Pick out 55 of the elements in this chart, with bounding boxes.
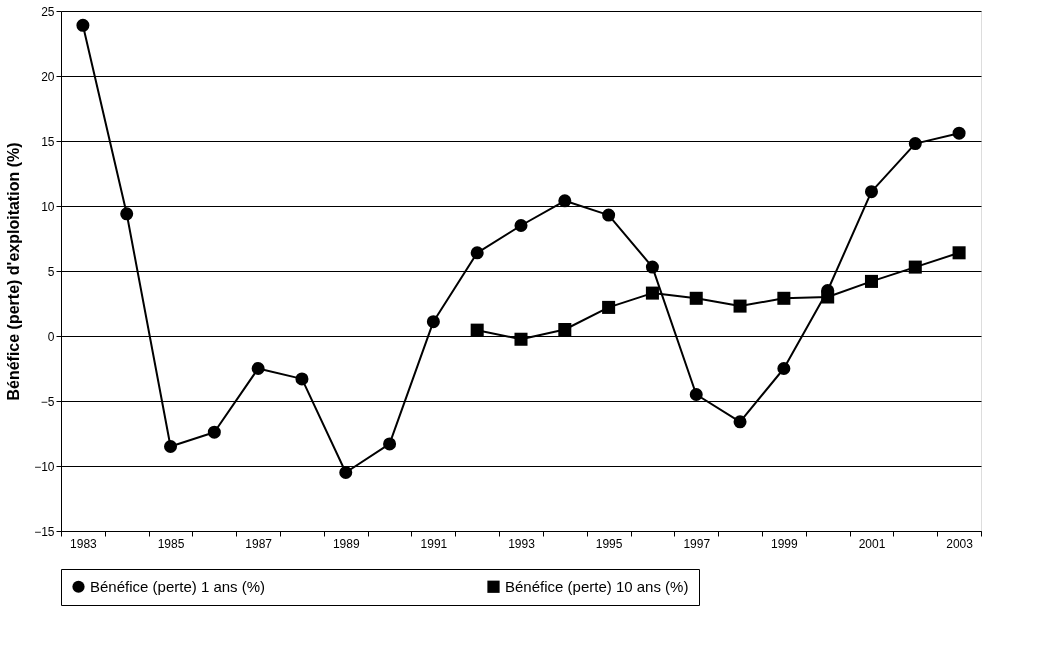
point bbox=[426, 315, 440, 329]
point bbox=[952, 126, 966, 140]
x-tick-label: 1991 bbox=[420, 536, 448, 551]
point bbox=[689, 291, 703, 305]
point bbox=[733, 415, 747, 429]
x-tick-label: 2001 bbox=[858, 536, 886, 551]
x-tick-label: 1985 bbox=[157, 536, 185, 551]
point bbox=[602, 208, 616, 222]
point bbox=[339, 465, 353, 480]
point bbox=[864, 274, 878, 288]
point bbox=[952, 246, 966, 260]
point bbox=[689, 387, 703, 402]
x-tick-label: 1999 bbox=[771, 536, 799, 551]
point bbox=[645, 260, 659, 274]
point bbox=[383, 437, 397, 451]
y-tick-label: −10 bbox=[34, 459, 55, 474]
point bbox=[602, 300, 616, 314]
legend-label: Bénéfice (perte) 1 ans (%) bbox=[90, 577, 266, 595]
y-tick-label: 10 bbox=[41, 199, 55, 214]
y-tick-label: −15 bbox=[34, 524, 55, 539]
point bbox=[76, 18, 90, 32]
point bbox=[120, 207, 134, 221]
point bbox=[558, 194, 572, 208]
point bbox=[470, 246, 484, 260]
point bbox=[514, 332, 528, 346]
point bbox=[470, 323, 484, 337]
point bbox=[645, 286, 659, 300]
x-tick-label: 2003 bbox=[946, 536, 974, 551]
x-tick-label: 1995 bbox=[595, 536, 623, 551]
point bbox=[558, 322, 572, 337]
point bbox=[733, 299, 747, 313]
point bbox=[514, 218, 528, 233]
x-tick-label: 1993 bbox=[508, 536, 536, 551]
y-tick-label: 20 bbox=[41, 69, 55, 84]
point bbox=[295, 372, 309, 386]
y-tick-label: 25 bbox=[41, 4, 55, 19]
legend-label: Bénéfice (perte) 10 ans (%) bbox=[505, 577, 689, 595]
point bbox=[164, 439, 178, 454]
x-tick-label: 1987 bbox=[245, 536, 273, 551]
point bbox=[864, 185, 878, 199]
y-tick-label: −5 bbox=[40, 394, 55, 409]
point bbox=[821, 290, 835, 304]
x-tick-label: 1983 bbox=[70, 536, 98, 551]
point bbox=[777, 291, 791, 305]
point bbox=[908, 137, 922, 151]
x-tick-label: 1989 bbox=[332, 536, 360, 551]
point bbox=[251, 361, 265, 376]
point bbox=[908, 260, 922, 274]
y-tick-label: 15 bbox=[41, 134, 55, 149]
x-tick-label: 1997 bbox=[683, 536, 711, 551]
point bbox=[777, 361, 791, 376]
y-tick-label: 5 bbox=[47, 264, 55, 279]
y-axis-title: Bénéfice (perte) d'exploitation (%) bbox=[5, 142, 23, 401]
point bbox=[207, 425, 221, 439]
y-tick-label: 0 bbox=[47, 329, 55, 344]
